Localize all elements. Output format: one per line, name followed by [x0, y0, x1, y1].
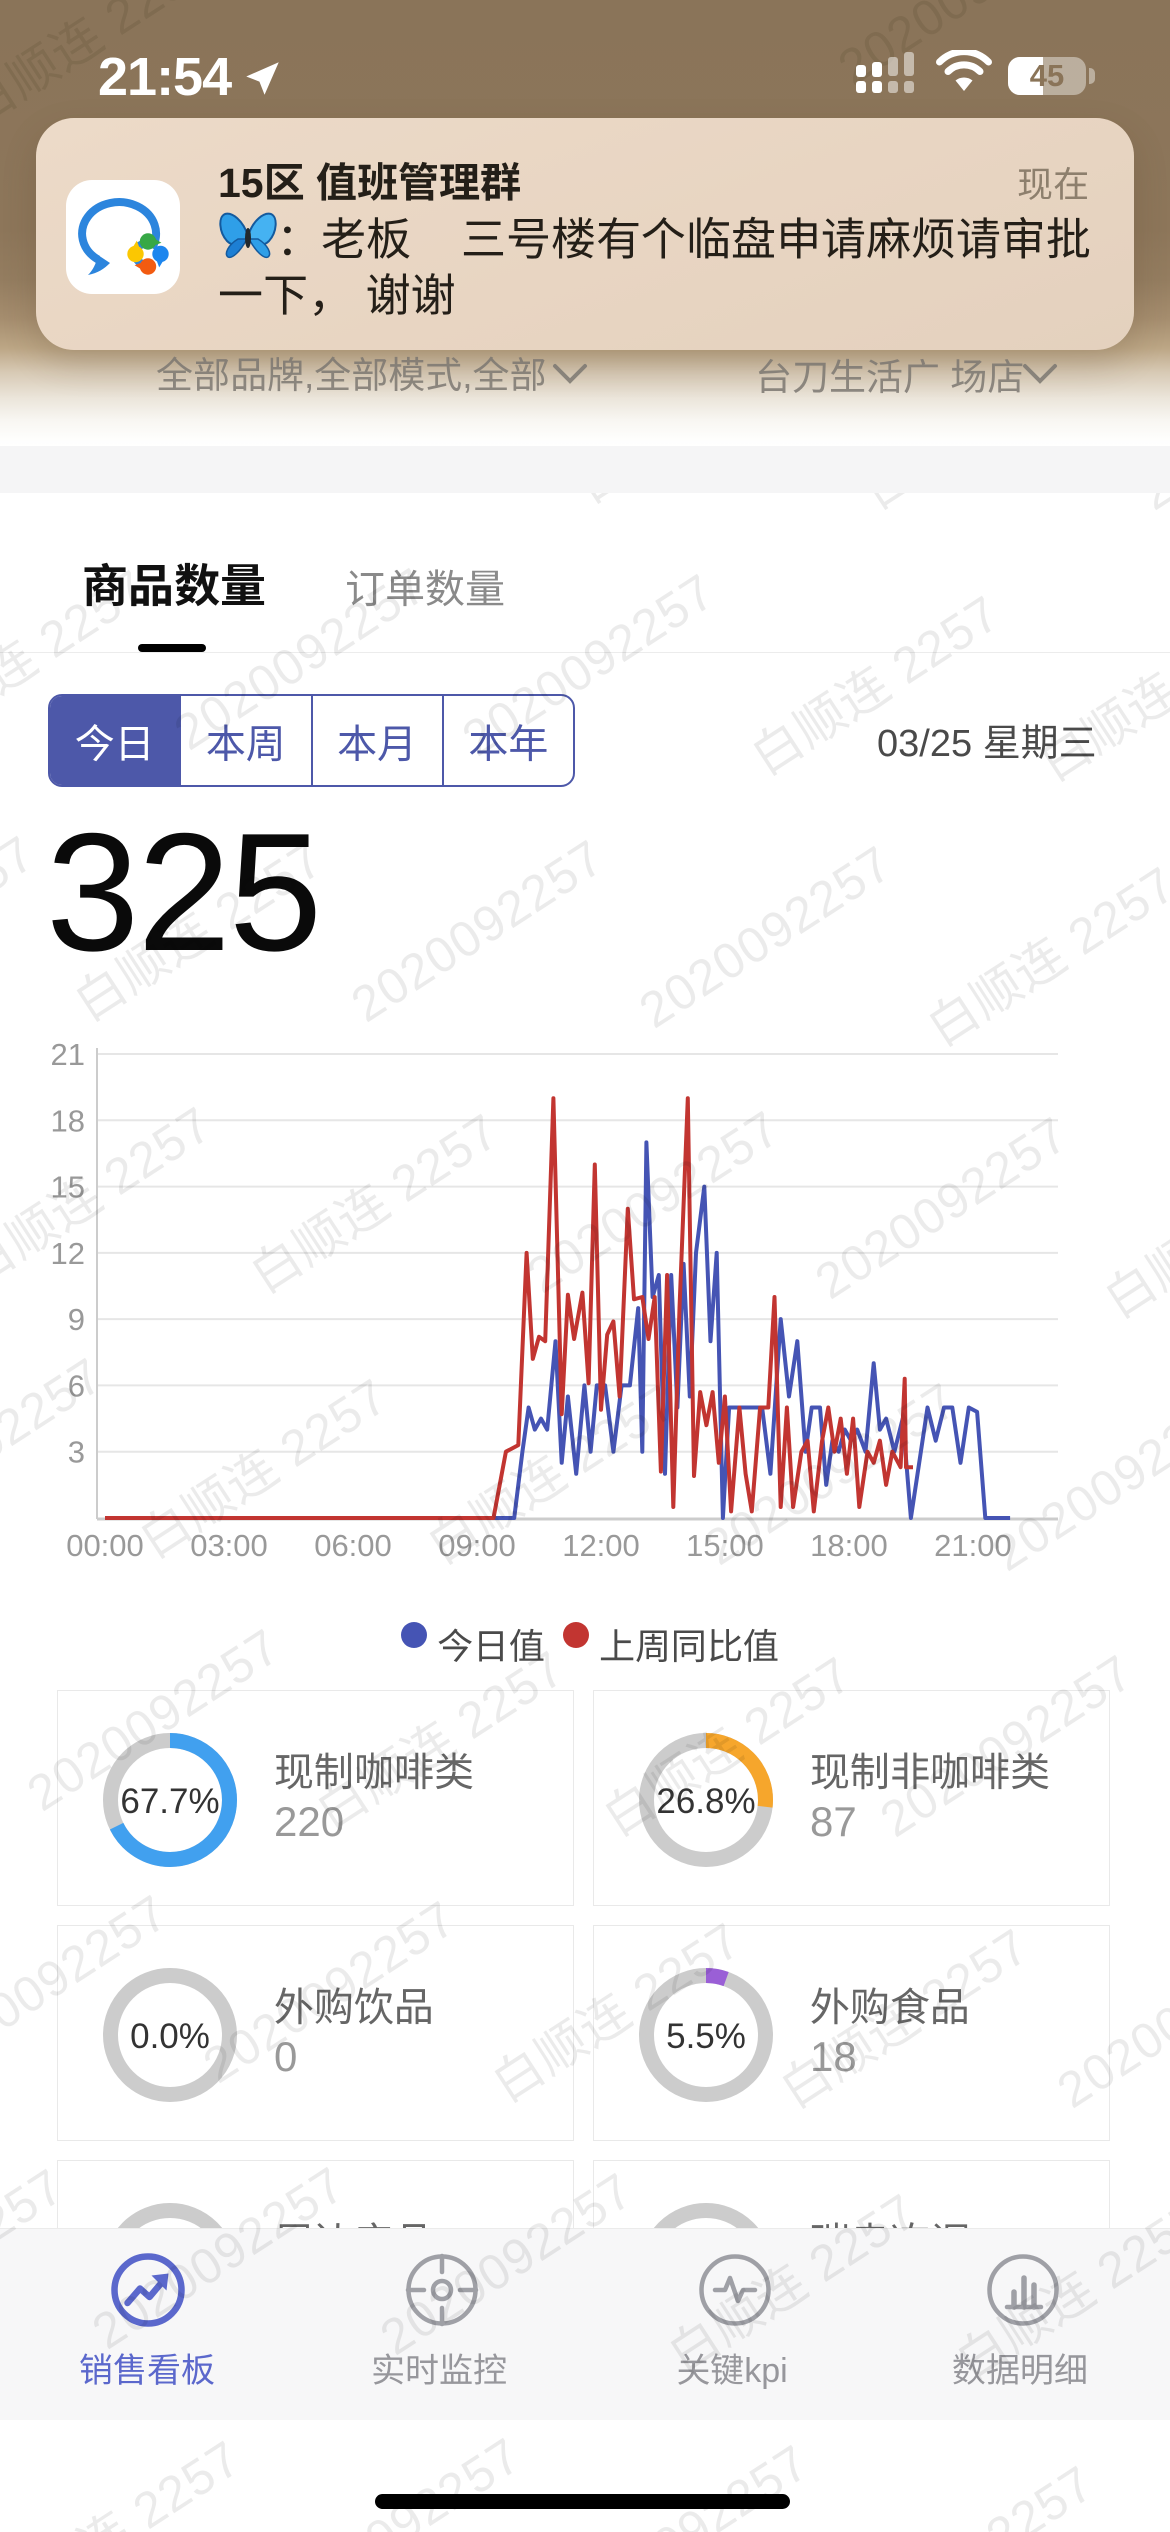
svg-text:3: 3	[68, 1435, 85, 1470]
svg-text:12:00: 12:00	[562, 1528, 640, 1563]
svg-text:09:00: 09:00	[438, 1528, 516, 1563]
svg-text:21:00: 21:00	[934, 1528, 1012, 1563]
svg-text:18: 18	[51, 1103, 85, 1138]
svg-text:15:00: 15:00	[686, 1528, 764, 1563]
svg-text:6: 6	[68, 1368, 85, 1403]
svg-text:03:00: 03:00	[190, 1528, 268, 1563]
svg-text:21: 21	[51, 1037, 85, 1072]
svg-text:12: 12	[51, 1236, 85, 1271]
svg-text:00:00: 00:00	[66, 1528, 144, 1563]
svg-text:06:00: 06:00	[314, 1528, 392, 1563]
svg-text:15: 15	[51, 1170, 85, 1205]
svg-text:18:00: 18:00	[810, 1528, 888, 1563]
svg-text:9: 9	[68, 1302, 85, 1337]
